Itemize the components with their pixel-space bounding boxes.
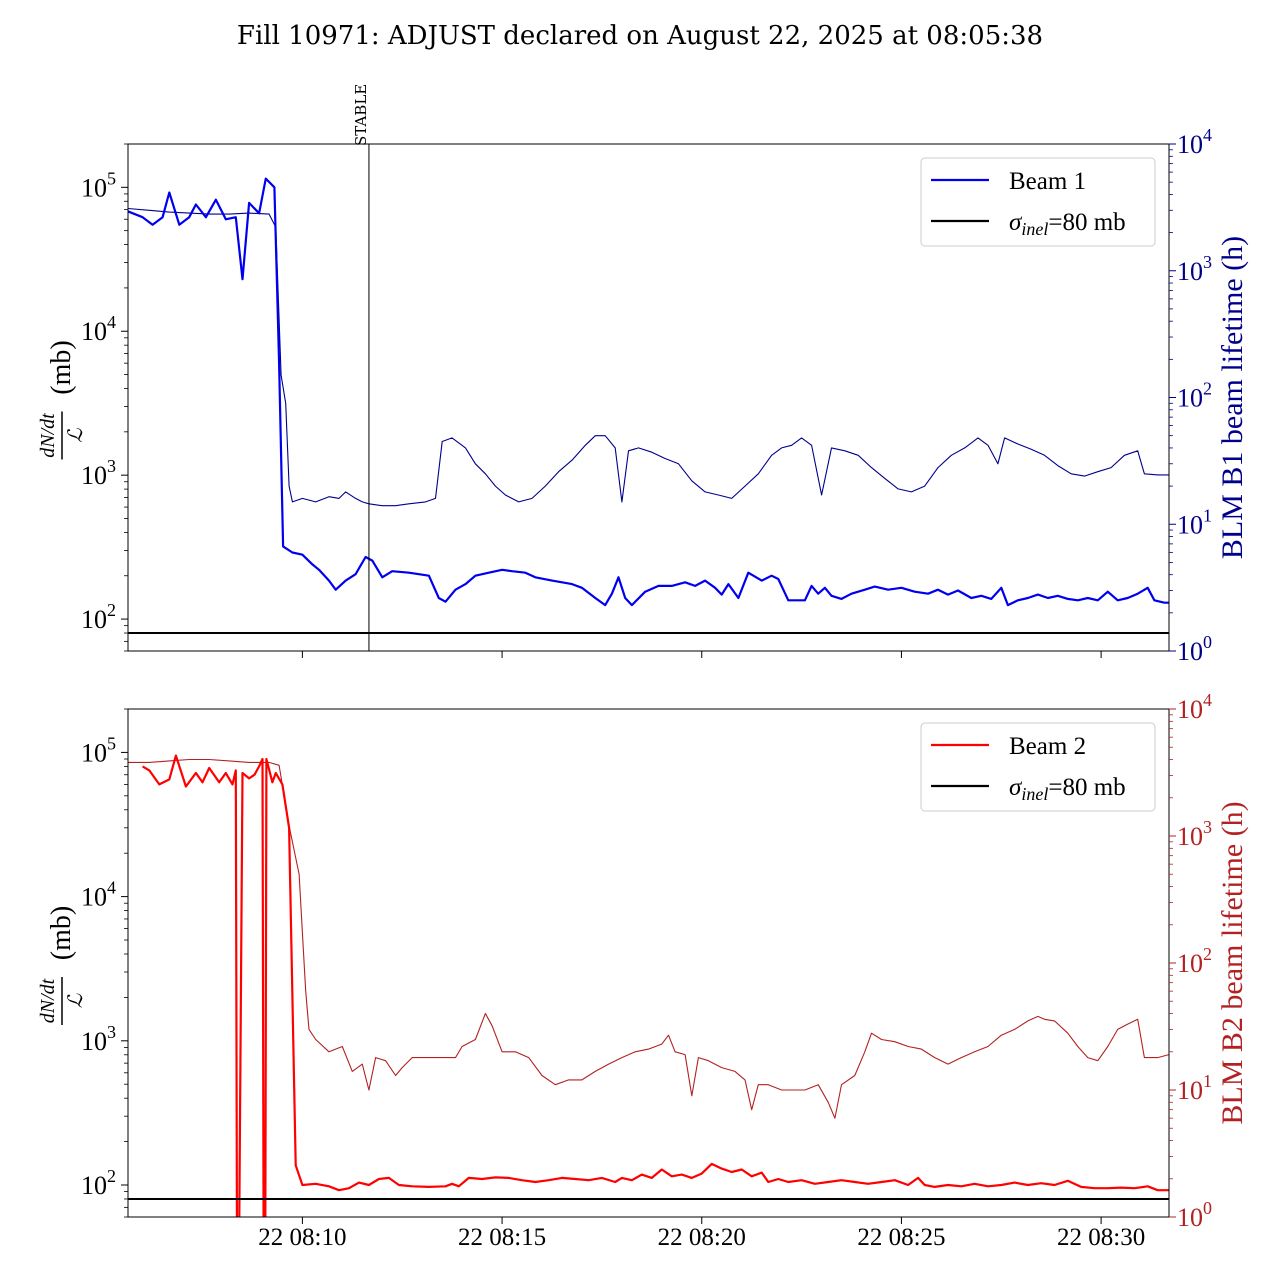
right-tick-label: 104 [1177,690,1212,724]
x-tick-label: 22 08:25 [857,1224,945,1251]
left-axis-label: dN/dt ℒ (mb) [37,906,87,1025]
legend-label: σinel=80 mb [1009,209,1126,239]
left-axis-label-unit: (mb) [46,906,77,960]
left-axis-label-numerator: dN/dt [37,978,59,1023]
legend-label: Beam 1 [1009,168,1086,195]
left-axis-label-numerator: dN/dt [37,413,59,458]
lifetime-line-1 [128,758,1169,1119]
bottom-panel: 102 103 104 105 100 101 102 103 104 22 08:10 22 08… [37,690,1249,1251]
right-axis-label: BLM B2 beam lifetime (h) [1216,801,1249,1124]
right-tick-label: 100 [1177,1198,1212,1232]
beam-line-1 [142,754,1169,1217]
figure-title: Fill 10971: ADJUST declared on August 22… [237,21,1043,51]
left-tick-label: 103 [81,1022,116,1056]
top-panel: STABLE 102 103 104 105 100 101 102 103 104 dN/dt ℒ (… [37,84,1249,666]
x-tick-label: 22 08:30 [1057,1224,1145,1251]
left-axis-label-unit: (mb) [46,340,77,394]
left-tick-label: 102 [81,600,116,634]
beam-line-0 [128,177,1169,607]
right-axis-label: BLM B1 beam lifetime (h) [1216,236,1249,559]
left-tick-label: 102 [81,1166,116,1200]
plot-area [128,177,1169,635]
legend: Beam 1 σinel=80 mb [920,157,1156,247]
x-tick-label: 22 08:20 [658,1224,746,1251]
left-axis-label: dN/dt ℒ (mb) [37,340,87,460]
legend-label: Beam 2 [1009,733,1086,760]
left-tick-label: 105 [81,733,116,767]
left-tick-label: 103 [81,456,116,490]
legend-label: σinel=80 mb [1009,774,1126,804]
left-axis-label-denominator: ℒ [65,428,87,443]
left-tick-label: 104 [81,878,116,912]
x-tick-label: 22 08:15 [458,1224,546,1251]
left-tick-label: 104 [81,312,116,346]
right-tick-label: 102 [1177,379,1212,413]
left-tick-label: 105 [81,168,116,202]
x-tick-label: 22 08:10 [258,1224,346,1251]
left-axis-label-denominator: ℒ [65,993,87,1008]
right-tick-label: 104 [1177,125,1212,159]
right-tick-label: 103 [1177,817,1212,851]
right-tick-label: 102 [1177,944,1212,978]
right-tick-label: 101 [1177,1071,1212,1105]
right-tick-label: 101 [1177,505,1212,539]
right-tick-label: 100 [1177,632,1212,666]
legend: Beam 2 σinel=80 mb [920,722,1156,812]
right-tick-label: 103 [1177,252,1212,286]
lifetime-line-0 [128,207,1169,507]
stable-marker-label: STABLE [352,84,370,146]
plot-area [128,754,1169,1217]
